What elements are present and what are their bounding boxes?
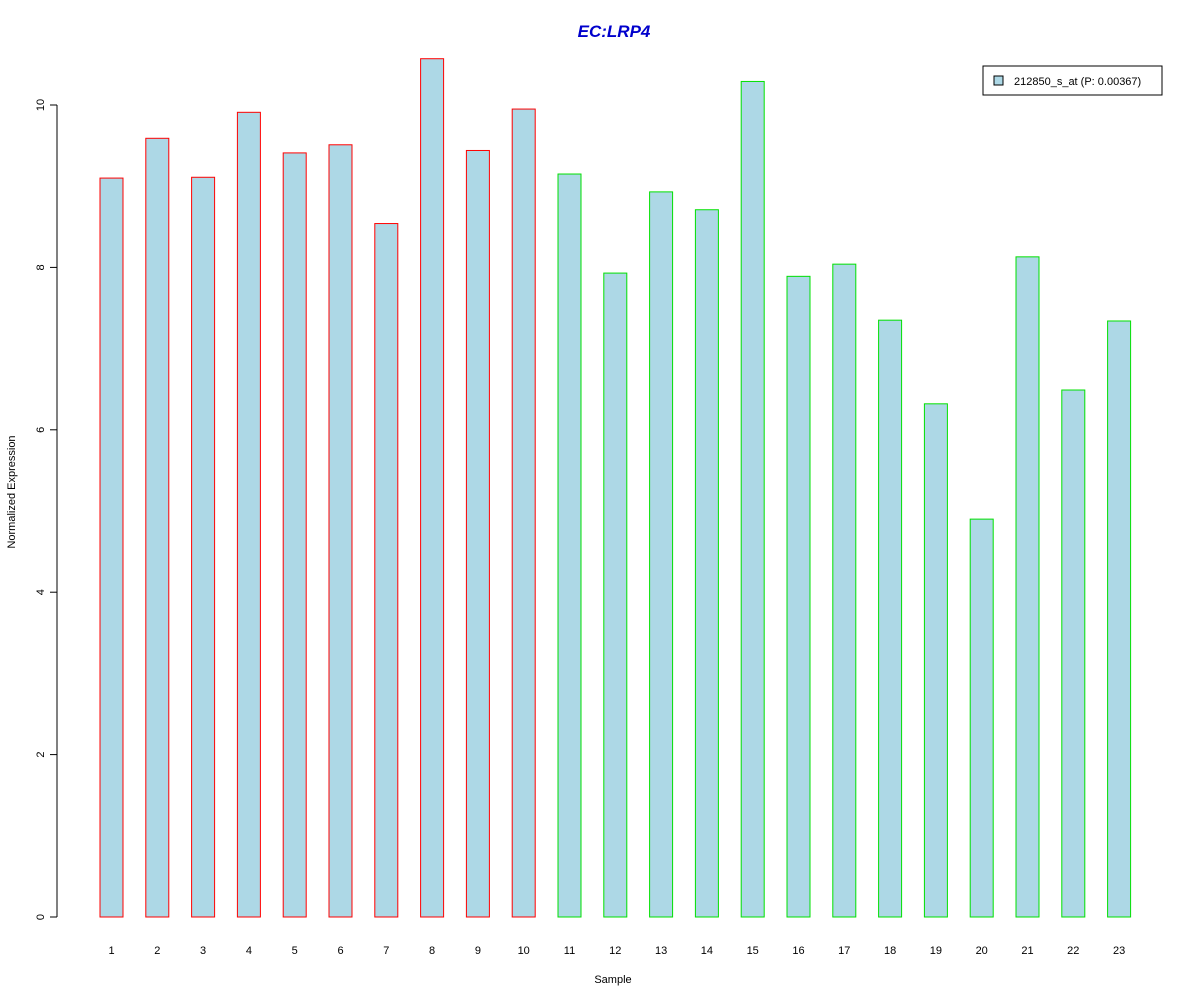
x-tick-label: 21	[1021, 945, 1033, 957]
bar-sample-20	[969, 518, 994, 918]
bar-sample-18	[878, 319, 903, 918]
bar-sample-21	[1015, 256, 1040, 918]
bar-sample-2	[145, 137, 170, 918]
bar-sample-4	[236, 111, 261, 918]
x-tick-label: 9	[475, 945, 481, 957]
bar-sample-3	[191, 176, 216, 918]
x-tick-label: 1	[108, 945, 114, 957]
bar-sample-1	[99, 177, 124, 918]
legend: 212850_s_at (P: 0.00367)	[982, 65, 1163, 96]
bar-sample-8	[420, 58, 445, 918]
bar-sample-6	[328, 144, 353, 918]
x-tick-label: 8	[429, 945, 435, 957]
x-tick-label: 20	[976, 945, 988, 957]
x-tick-label: 19	[930, 945, 942, 957]
y-axis: 0 2 4 6 8 10	[35, 99, 58, 920]
x-tick-label: 4	[246, 945, 252, 957]
chart-title: EC:LRP4	[578, 22, 651, 41]
bar-sample-10	[511, 108, 536, 918]
x-tick-label: 2	[154, 945, 160, 957]
x-tick-label: 17	[838, 945, 850, 957]
y-tick-label: 4	[35, 589, 47, 595]
bar-sample-5	[282, 152, 307, 918]
bar-sample-7	[374, 223, 399, 918]
x-tick-label: 16	[792, 945, 804, 957]
bar-sample-23	[1107, 320, 1132, 918]
bar-sample-9	[465, 149, 490, 918]
y-tick-label: 0	[35, 914, 47, 920]
x-tick-label: 12	[609, 945, 621, 957]
bar-sample-12	[603, 272, 628, 918]
y-axis-label: Normalized Expression	[6, 435, 18, 548]
x-tick-label: 11	[564, 945, 575, 957]
legend-swatch	[993, 75, 1004, 86]
x-axis-label: Sample	[594, 974, 631, 986]
bar-sample-14	[694, 209, 719, 918]
bar-sample-19	[923, 403, 948, 918]
x-axis-tick-labels: 1 2 3 4 5 6 7 8 9 10 11 12 13 14 15 16 17 18 19 20 21 22 23	[108, 945, 1125, 957]
x-tick-label: 13	[655, 945, 667, 957]
x-tick-label: 6	[337, 945, 343, 957]
x-tick-label: 15	[747, 945, 759, 957]
x-tick-label: 22	[1067, 945, 1079, 957]
x-tick-label: 3	[200, 945, 206, 957]
x-tick-label: 10	[518, 945, 530, 957]
y-tick-label: 10	[35, 99, 47, 111]
bar-sample-11	[557, 173, 582, 918]
x-tick-label: 5	[292, 945, 298, 957]
legend-label: 212850_s_at (P: 0.00367)	[1014, 76, 1141, 88]
legend-box	[982, 65, 1163, 96]
y-tick-label: 8	[35, 264, 47, 270]
bars	[99, 58, 1132, 918]
bar-sample-13	[649, 191, 674, 918]
x-tick-label: 18	[884, 945, 896, 957]
y-tick-label: 6	[35, 427, 47, 433]
x-tick-label: 7	[383, 945, 389, 957]
x-tick-label: 14	[701, 945, 713, 957]
x-tick-label: 23	[1113, 945, 1125, 957]
bar-sample-16	[786, 275, 811, 918]
bar-sample-15	[740, 80, 765, 918]
y-tick-label: 2	[35, 752, 47, 758]
bar-sample-17	[832, 263, 857, 918]
bar-sample-22	[1061, 389, 1086, 918]
